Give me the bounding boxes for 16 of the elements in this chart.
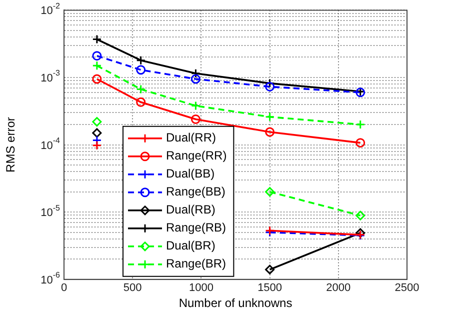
legend-label: Range(RB) xyxy=(166,220,226,235)
x-axis-title: Number of unknowns xyxy=(178,296,292,310)
y-axis-title: RMS error xyxy=(4,117,18,172)
legend-label: Dual(BR) xyxy=(166,238,216,253)
x-tick-label: 1000 xyxy=(188,282,214,294)
legend-label: Dual(BB) xyxy=(166,166,215,181)
legend-label: Range(BB) xyxy=(166,184,226,199)
legend-label: Range(BR) xyxy=(166,256,226,271)
x-tick-label: 2500 xyxy=(394,282,420,294)
legend-label: Range(RR) xyxy=(166,148,227,163)
legend-label: Dual(RR) xyxy=(166,130,216,145)
x-tick-label: 1500 xyxy=(258,282,282,294)
x-tick-label: 0 xyxy=(60,282,68,294)
x-tick-label: 500 xyxy=(123,282,142,294)
legend-label: Dual(RB) xyxy=(166,202,216,217)
x-tick-label: 2000 xyxy=(326,282,351,294)
